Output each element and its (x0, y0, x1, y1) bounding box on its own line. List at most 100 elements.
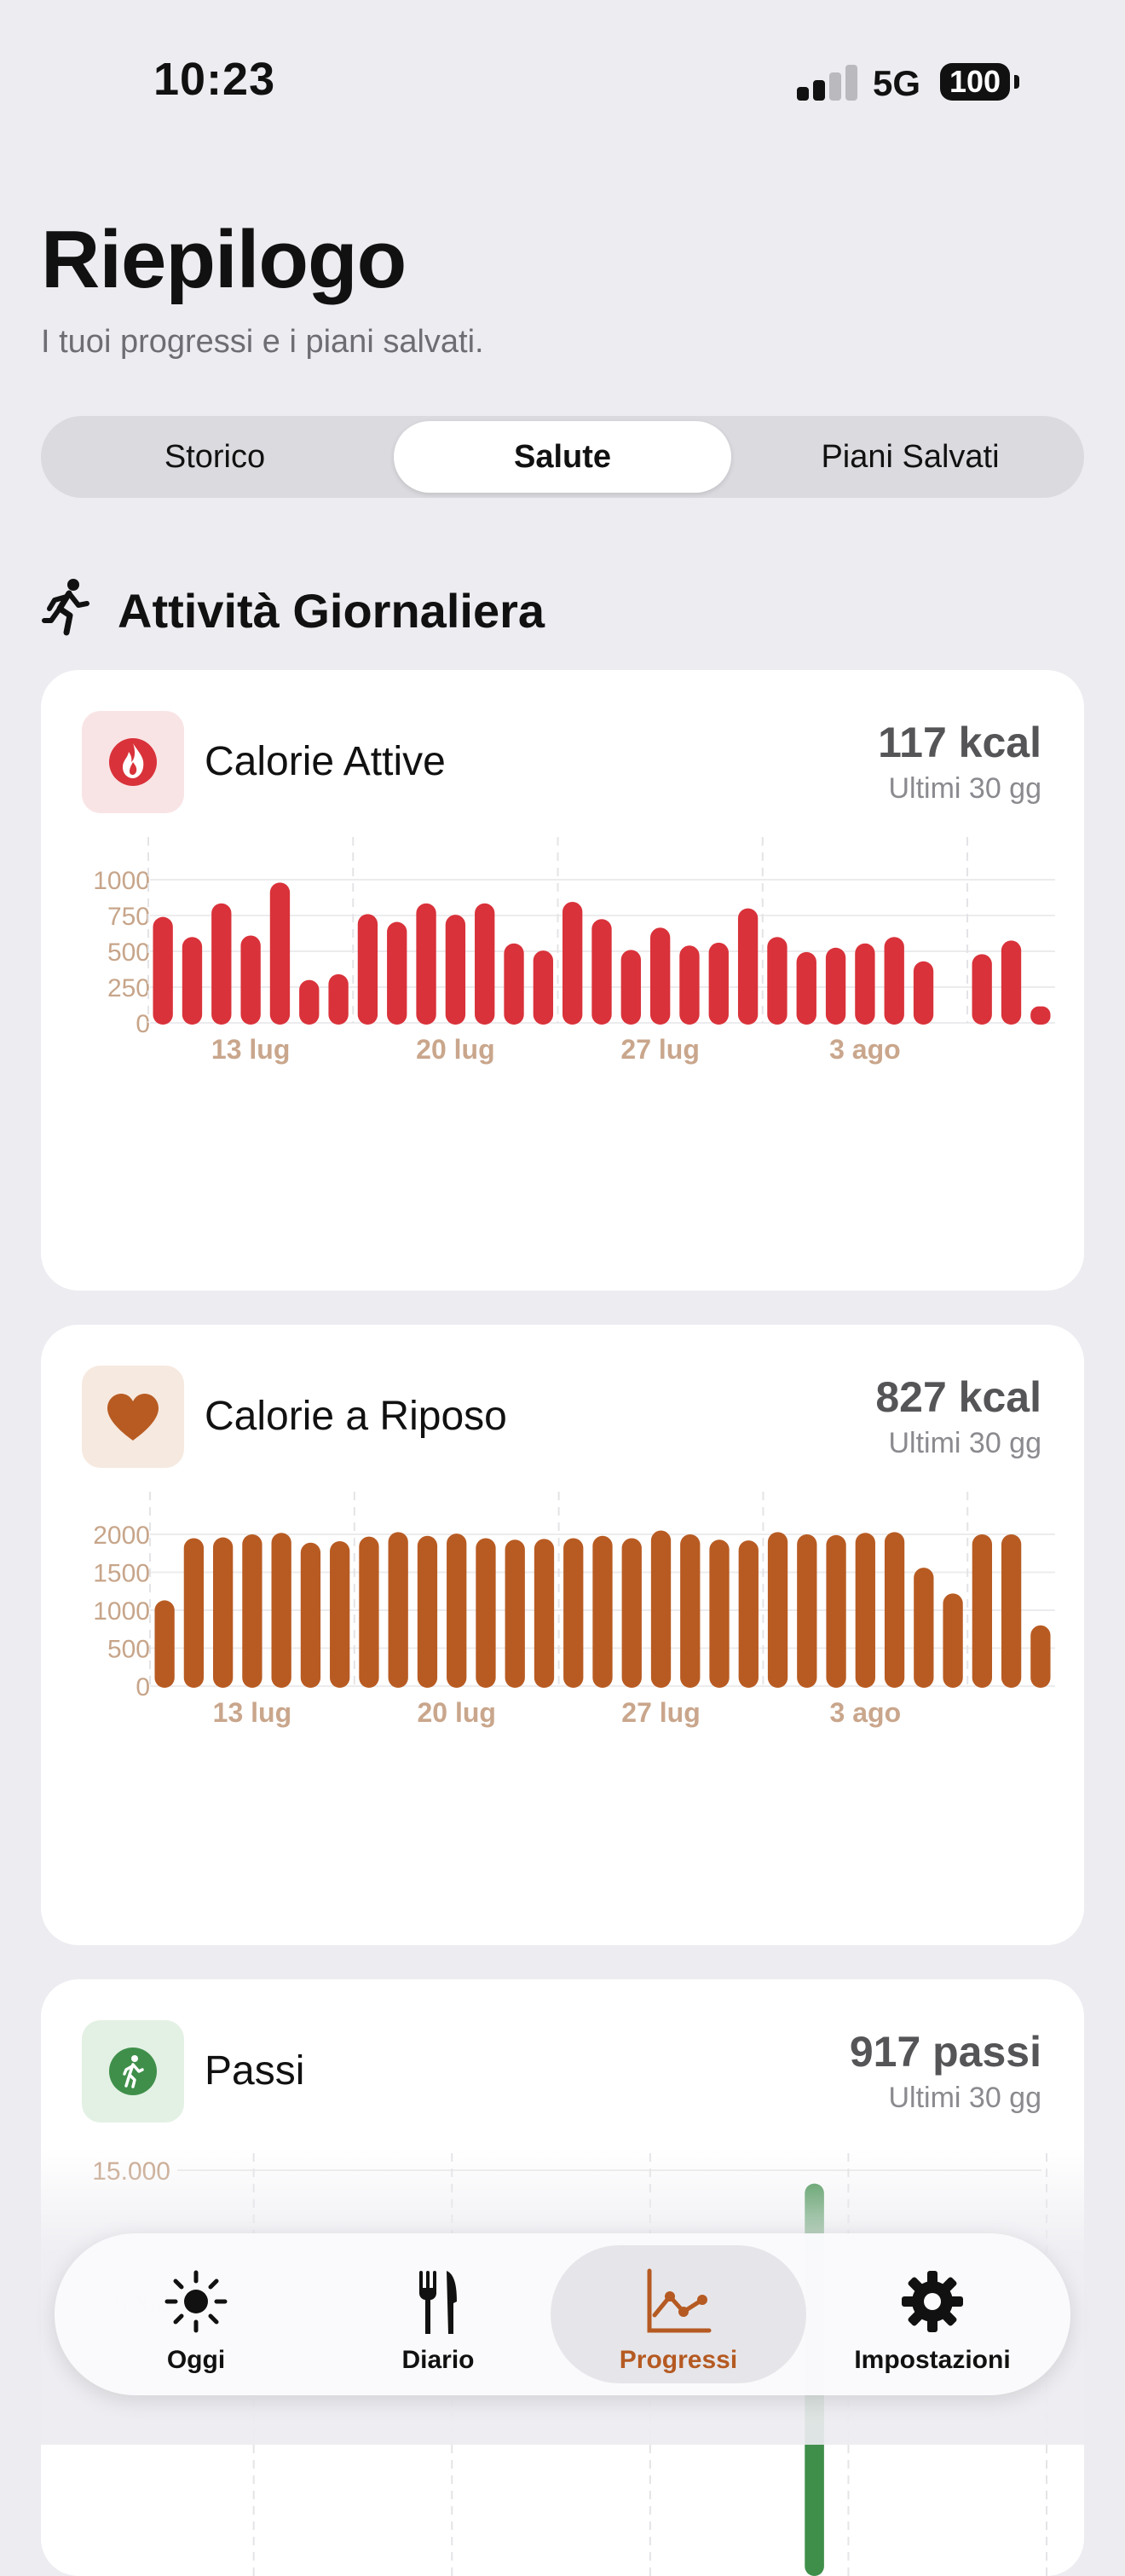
y-tick-label: 0 (136, 1010, 150, 1038)
bar (240, 935, 261, 1025)
x-tick-label: 27 lug (621, 1697, 700, 1728)
bar (476, 1538, 496, 1688)
bar (913, 961, 934, 1025)
bar (357, 914, 378, 1025)
tab-progressi[interactable]: Progressi (551, 2245, 806, 2383)
card-subtitle: Ultimi 30 gg (888, 1427, 1041, 1459)
tab-label: Progressi (619, 2346, 738, 2374)
runner-icon (42, 579, 89, 636)
segment-piani-salvati[interactable]: Piani Salvati (821, 439, 1000, 475)
bar (1001, 940, 1022, 1025)
card-value: 117 kcal (878, 719, 1041, 766)
chart-line-icon (647, 2268, 712, 2333)
bar (737, 908, 759, 1025)
bar (914, 1568, 934, 1688)
bar (299, 979, 320, 1025)
signal-icon (797, 65, 858, 101)
section-title: Attività Giornaliera (118, 584, 545, 638)
bar (1030, 1625, 1051, 1688)
bar (359, 1536, 379, 1688)
bar (1030, 1006, 1051, 1025)
tab-oggi[interactable]: Oggi (68, 2245, 324, 2383)
bar (387, 921, 407, 1025)
status-time: 10:23 (153, 54, 276, 105)
bar (300, 1542, 321, 1688)
y-tick-label: 500 (107, 1636, 150, 1664)
bar (242, 1534, 262, 1688)
bar (533, 950, 554, 1025)
tab-diario[interactable]: Diario (310, 2245, 566, 2383)
bar (738, 1540, 759, 1688)
bar (330, 1541, 350, 1688)
walk-icon (109, 2048, 157, 2095)
bar (182, 937, 203, 1025)
bar (592, 1535, 613, 1688)
bar (620, 950, 641, 1025)
bar (183, 1538, 205, 1688)
tab-label: Diario (401, 2346, 475, 2374)
card-subtitle: Ultimi 30 gg (888, 772, 1041, 805)
tab-label: Impostazioni (854, 2346, 1011, 2374)
bar (826, 1534, 846, 1688)
y-tick-label: 750 (107, 903, 150, 931)
card-icon-bg (82, 711, 184, 813)
card-title: Calorie a Riposo (205, 1394, 507, 1439)
bar (475, 903, 495, 1025)
y-tick-label: 2000 (93, 1522, 150, 1550)
bar (154, 1600, 175, 1688)
card-title: Calorie Attive (205, 739, 446, 784)
bar (884, 937, 904, 1025)
bar (563, 1538, 584, 1688)
sun-icon (164, 2270, 228, 2333)
chart-calorie-attive: 1000 750 500 250 0 13 lug 20 lug 27 lug 3 ago (93, 837, 1055, 1065)
page-subtitle: I tuoi progressi e i piani salvati. (41, 324, 484, 360)
bar (708, 942, 729, 1025)
bar (1001, 1534, 1022, 1688)
segmented-control: Storico Salute Piani Salvati (41, 416, 1084, 498)
bar (709, 1539, 730, 1688)
y-tick-label: 1000 (93, 1597, 150, 1626)
bar (767, 1532, 788, 1688)
bar (153, 916, 173, 1025)
bar (562, 902, 583, 1025)
bar (621, 1538, 642, 1688)
section-heading: Attività Giornaliera (41, 573, 723, 641)
bar (972, 954, 992, 1025)
bar (767, 937, 788, 1025)
card-calorie-attive[interactable]: Calorie Attive 117 kcal Ultimi 30 gg 100… (41, 670, 1084, 1291)
y-tick-label: 250 (107, 974, 150, 1002)
gear-icon (902, 2271, 963, 2332)
card-value: 827 kcal (875, 1373, 1041, 1421)
x-tick-label: 13 lug (213, 1697, 291, 1728)
bar (328, 973, 349, 1025)
bar (797, 1534, 817, 1688)
y-tick-label: 1000 (93, 867, 150, 895)
segment-storico[interactable]: Storico (164, 439, 266, 475)
status-bar: 10:23 5G 100 (0, 0, 1125, 153)
battery-cap (1014, 75, 1019, 89)
bar (679, 945, 700, 1025)
chart-calorie-riposo: 2000 1500 1000 500 0 13 lug 20 lug 27 lug 3 ago (93, 1492, 1055, 1728)
bar (417, 1535, 438, 1688)
card-calorie-riposo[interactable]: Calorie a Riposo 827 kcal Ultimi 30 gg 2… (41, 1325, 1084, 1945)
bar (884, 1532, 905, 1688)
fork-knife-icon (419, 2271, 457, 2334)
bar (534, 1539, 555, 1688)
x-tick-label: 20 lug (417, 1697, 495, 1728)
card-value: 917 passi (849, 2028, 1041, 2076)
y-tick-label: 500 (107, 939, 150, 967)
x-tick-label: 3 ago (830, 1697, 902, 1728)
battery-icon: 100 (940, 63, 1010, 101)
segment-salute[interactable]: Salute (394, 421, 731, 493)
tab-impostazioni[interactable]: Impostazioni (805, 2245, 1060, 2383)
bar (504, 943, 524, 1025)
x-tick-label: 27 lug (620, 1034, 699, 1065)
tab-bar: Oggi Diario Progressi (55, 2233, 1070, 2395)
bar (388, 1532, 408, 1688)
bar (447, 1533, 467, 1688)
network-label: 5G (873, 63, 921, 103)
bar (505, 1539, 525, 1688)
bar (855, 943, 875, 1025)
bar (212, 1537, 234, 1688)
tab-label: Oggi (166, 2346, 226, 2374)
